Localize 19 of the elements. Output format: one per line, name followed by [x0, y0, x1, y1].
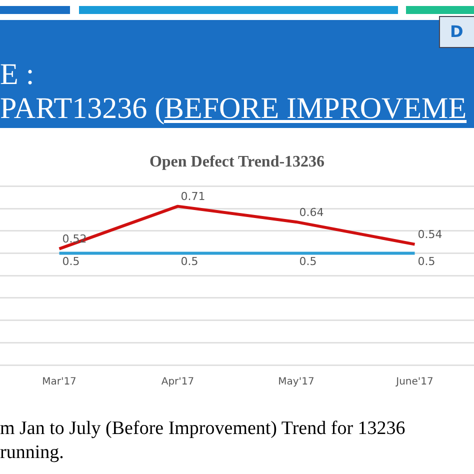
data-label: 0.5	[62, 255, 80, 268]
data-label: 0.64	[299, 206, 324, 219]
x-tick-label: Mar'17	[42, 376, 76, 388]
text: m Jan to July (Before Improvement) Trend for 13236	[0, 418, 406, 440]
data-label: 0.71	[180, 190, 206, 204]
x-tick-label: May'17	[278, 376, 314, 388]
text: running.	[0, 442, 64, 464]
text: BEFORE IMPROVEME	[164, 92, 467, 126]
x-tick-label: June'17	[395, 376, 434, 388]
data-label: 0.5	[180, 255, 198, 268]
data-label: 0.5	[299, 255, 317, 268]
data-label: 0.5	[418, 255, 436, 268]
text: E :	[0, 58, 34, 92]
data-label: 0.54	[418, 228, 442, 242]
text: D	[439, 16, 474, 48]
text: PART13236 (	[0, 92, 165, 126]
chart-title: Open Defect Trend-13236	[149, 154, 325, 171]
x-tick-label: Apr'17	[161, 376, 194, 388]
data-label: 0.52	[62, 232, 87, 246]
